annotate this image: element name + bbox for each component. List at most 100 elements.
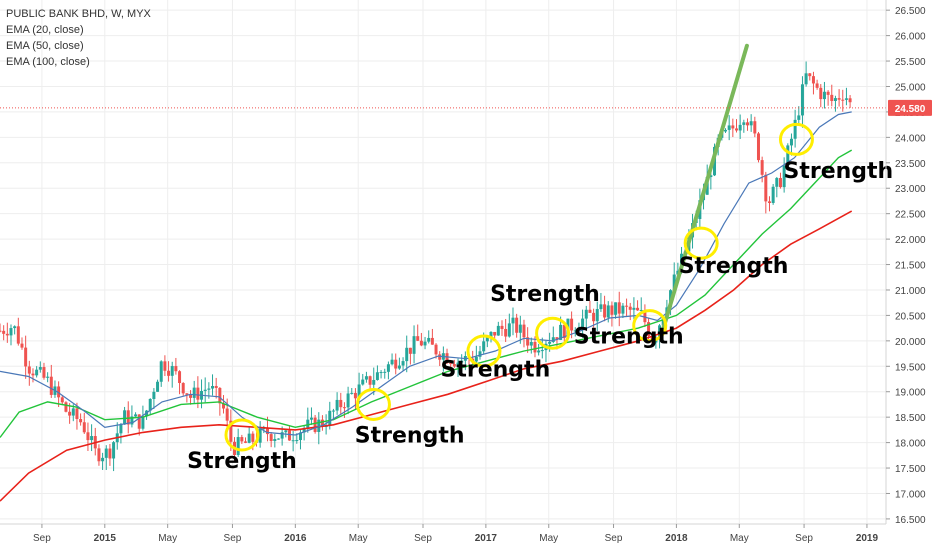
candle-body <box>42 367 46 378</box>
ema100-line <box>0 210 853 502</box>
candle-body <box>419 340 423 346</box>
candle-body <box>75 408 79 420</box>
candle-body <box>529 341 533 346</box>
candle-body <box>174 366 178 372</box>
candle-body <box>507 323 511 337</box>
candle-body <box>456 362 460 367</box>
candle-body <box>749 121 753 126</box>
candle-body <box>408 347 412 354</box>
candle-body <box>639 309 643 311</box>
legend-ema100[interactable]: EMA (100, close) <box>6 56 90 68</box>
candle-body <box>273 439 277 441</box>
candle-body <box>819 87 823 100</box>
candle-body <box>551 337 555 342</box>
candle-body <box>636 307 640 311</box>
candle-body <box>625 305 629 307</box>
candle-body <box>581 318 585 329</box>
candle-body <box>548 341 552 344</box>
x-tick-label: 2017 <box>475 533 498 544</box>
candle-body <box>357 384 361 399</box>
candle-body <box>533 341 537 353</box>
x-tick-label: May <box>158 533 177 544</box>
candle-body <box>178 371 182 384</box>
candle-body <box>434 344 438 355</box>
x-tick-label: Sep <box>414 533 432 544</box>
candle-body <box>31 373 35 376</box>
candle-body <box>745 122 749 126</box>
y-tick-label: 18.000 <box>895 439 926 450</box>
candle-body <box>496 325 500 336</box>
candle-body <box>284 430 288 433</box>
candle-body <box>170 366 174 376</box>
legend-title[interactable]: PUBLIC BANK BHD, W, MYX <box>6 8 151 20</box>
candle-body <box>511 317 515 324</box>
candle-body <box>793 119 797 139</box>
candle-body <box>156 381 160 392</box>
highlight-circle <box>224 418 260 452</box>
candle-body <box>152 391 156 399</box>
candle-body <box>756 133 760 161</box>
candle-body <box>771 186 775 203</box>
candle-body <box>214 385 218 388</box>
candle-body <box>368 376 372 385</box>
candle-body <box>60 397 64 403</box>
candle-body <box>661 317 665 326</box>
candle-body <box>606 305 610 318</box>
candle-body <box>386 364 390 372</box>
candle-body <box>185 393 189 395</box>
x-tick-label: 2018 <box>665 533 688 544</box>
candle-body <box>339 399 343 408</box>
x-tick-label: 2015 <box>94 533 117 544</box>
legend-ema20[interactable]: EMA (20, close) <box>6 24 84 36</box>
strength-label: Strength <box>783 159 893 184</box>
y-axis[interactable]: 16.500 17.000 17.500 18.000 18.500 19.000 19.5… <box>885 0 932 526</box>
candle-body <box>196 387 200 400</box>
candle-body <box>57 386 61 398</box>
candle-body <box>738 124 742 131</box>
last-price-tag <box>888 99 932 116</box>
candle-body <box>672 274 676 291</box>
candle-body <box>364 376 368 380</box>
candle-body <box>9 328 13 336</box>
candle-body <box>101 457 105 462</box>
x-tick-label: Sep <box>33 533 51 544</box>
candle-body <box>474 356 478 362</box>
candle-body <box>126 410 130 425</box>
candle-body <box>826 91 830 95</box>
y-tick-label: 19.000 <box>895 388 926 399</box>
candle-body <box>331 410 335 412</box>
x-axis[interactable]: Sep 2015 May Sep 2016 May Sep 2017 May Sep 2018 May… <box>0 523 886 544</box>
candle-body <box>452 364 456 367</box>
highlight-circle <box>632 309 668 343</box>
candle-body <box>276 438 280 440</box>
candle-body <box>518 324 522 333</box>
candle-body <box>540 350 544 352</box>
candle-body <box>383 371 387 373</box>
candle-body <box>537 350 541 353</box>
legend-ema50[interactable]: EMA (50, close) <box>6 40 84 52</box>
y-tick-label: 17.000 <box>895 489 926 500</box>
candle-body <box>786 145 790 166</box>
candle-body <box>844 98 848 100</box>
candle-body <box>163 361 167 371</box>
candle-body <box>830 94 834 101</box>
candle-body <box>628 306 632 310</box>
candle-body <box>789 138 793 146</box>
candle-body <box>218 387 222 404</box>
candle-body <box>240 437 244 442</box>
candle-body <box>405 347 409 362</box>
ema50-line <box>0 149 853 438</box>
candle-body <box>584 309 588 319</box>
candle-body <box>148 398 152 411</box>
candle-body <box>562 324 566 339</box>
highlight-circle <box>466 334 502 368</box>
candle-body <box>808 73 812 77</box>
candle-body <box>71 408 75 416</box>
candle-body <box>130 416 134 425</box>
candle-body <box>313 417 317 432</box>
y-tick-label: 21.000 <box>895 286 926 297</box>
candle-body <box>104 448 108 458</box>
grid <box>0 0 886 524</box>
candle-body <box>643 309 647 323</box>
